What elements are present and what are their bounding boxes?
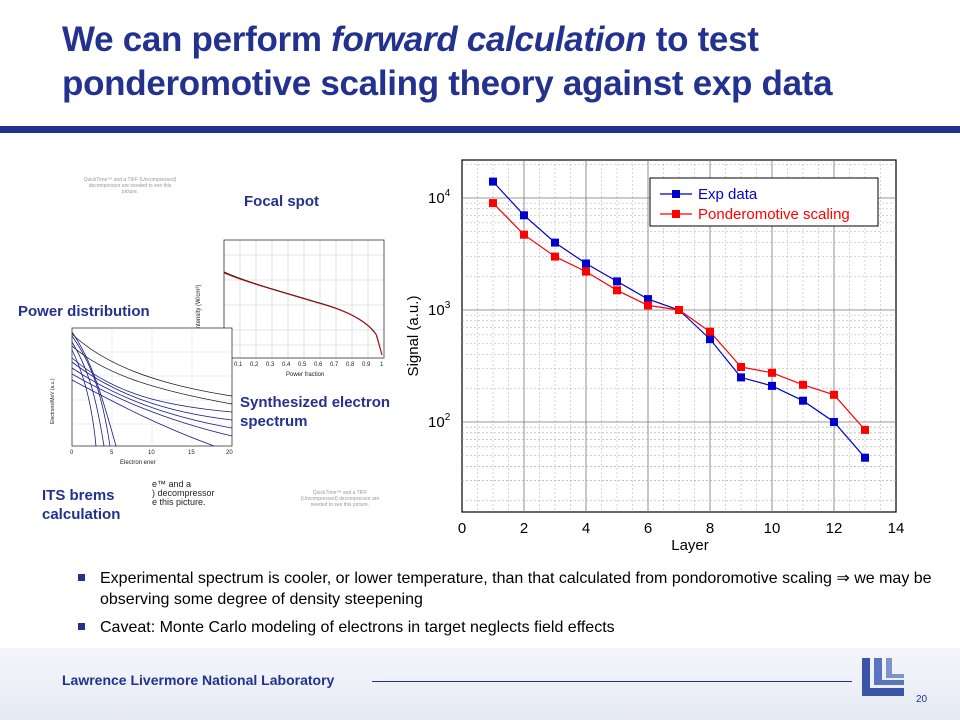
y-tick-label: 104 <box>428 188 451 207</box>
power-dist-black-curves <box>71 333 233 405</box>
bullet-marker <box>78 574 85 581</box>
x-tick-label: 6 <box>644 520 652 537</box>
y-axis-label: Signal (a.u.) <box>405 296 422 377</box>
label-its-brems: ITS brems calculation <box>42 487 121 523</box>
fs-tick-6: 0.6 <box>314 362 323 368</box>
x-tick-label: 14 <box>888 520 905 537</box>
data-point-exp <box>644 295 652 304</box>
page-number: 20 <box>916 694 928 705</box>
footer-band <box>0 648 960 720</box>
data-point-pond <box>582 267 590 276</box>
label-synthesized-spectrum: Synthesized electron spectrum <box>240 394 391 430</box>
llnl-logo-icon <box>862 658 904 696</box>
x-axis-label: Layer <box>671 537 709 554</box>
pd-tick-4: 20 <box>226 450 233 456</box>
fs-tick-8: 0.8 <box>346 362 355 368</box>
data-point-pond <box>830 390 838 399</box>
x-tick-label: 2 <box>520 520 528 537</box>
bullet-item-2: Caveat: Monte Carlo modeling of electron… <box>76 617 946 638</box>
data-point-pond <box>520 230 528 239</box>
x-tick-label: 10 <box>764 520 781 537</box>
fs-tick-2: 0.2 <box>250 362 259 368</box>
quicktime-placeholder-top: QuickTime™ and a TIFF (Uncompressed) dec… <box>83 177 177 195</box>
pd-tick-0: 0 <box>70 450 74 456</box>
focal-spot-curve-black <box>223 271 383 356</box>
label-power-distribution: Power distribution <box>18 303 150 320</box>
data-point-pond <box>799 380 807 389</box>
data-point-pond <box>489 199 497 208</box>
data-point-pond <box>768 368 776 377</box>
bullet-text-1: Experimental spectrum is cooler, or lowe… <box>100 570 932 608</box>
signal-vs-layer-chart: 104 103 102 0 2 4 6 8 10 12 14 Layer Signal (a.u.… <box>405 159 905 554</box>
title-rule <box>0 126 960 133</box>
data-point-pond <box>706 327 714 336</box>
data-point-pond <box>613 286 621 295</box>
quicktime-placeholder-bottom: QuickTime™ and a TIFF (Uncompressed) dec… <box>300 490 380 508</box>
footer-line <box>372 681 852 682</box>
data-point-pond <box>675 306 683 314</box>
pd-tick-3: 15 <box>188 450 195 456</box>
pd-tick-2: 10 <box>148 450 155 456</box>
data-point-exp <box>613 277 621 286</box>
data-point-exp <box>520 211 528 220</box>
x-tick-label: 8 <box>706 520 714 537</box>
focal-spot-x-ticks: 0 0.1 0.2 0.3 0.4 0.5 0.6 0.7 0.8 0.9 1 <box>221 362 384 368</box>
chart-legend: Exp data Ponderomotive scaling <box>649 177 879 227</box>
y-tick-label: 103 <box>428 300 451 319</box>
x-tick-label: 4 <box>582 520 590 537</box>
focal-spot-xlabel: Power fraction <box>286 372 324 378</box>
power-dist-curves <box>71 331 233 447</box>
y-tick-labels: 104 103 102 <box>428 188 451 431</box>
title-part-1: We can perform <box>62 20 332 59</box>
data-point-exp <box>861 453 869 462</box>
label-focal-spot: Focal spot <box>244 193 320 210</box>
legend-marker-pond <box>672 210 680 218</box>
fs-tick-5: 0.5 <box>298 362 307 368</box>
bullet-marker <box>78 623 85 630</box>
power-dist-ylabel: Electrons/MeV (a.u.) <box>50 378 56 424</box>
x-tick-labels: 0 2 4 6 8 10 12 14 <box>458 520 905 537</box>
fs-tick-9: 0.9 <box>362 362 371 368</box>
footer-lab-name: Lawrence Livermore National Laboratory <box>62 672 335 688</box>
pd-tick-1: 5 <box>110 450 114 456</box>
data-point-exp <box>830 418 838 426</box>
data-point-exp <box>706 335 714 344</box>
fs-tick-7: 0.7 <box>330 362 339 368</box>
fs-tick-10: 1 <box>380 362 384 368</box>
data-point-pond <box>737 363 745 371</box>
bullet-text-2: Caveat: Monte Carlo modeling of electron… <box>100 619 615 636</box>
data-point-pond <box>861 425 869 434</box>
power-distribution-plot: 0 5 10 15 20 Electron ener Electrons/MeV… <box>50 327 233 466</box>
x-tick-label: 0 <box>458 520 466 537</box>
title-part-2: to test ponderomotive scaling theory aga… <box>62 20 833 103</box>
data-point-exp <box>799 396 807 405</box>
fs-tick-3: 0.3 <box>266 362 275 368</box>
data-point-pond <box>644 301 652 310</box>
data-point-exp <box>551 238 559 247</box>
y-tick-label: 102 <box>428 412 451 431</box>
legend-marker-exp <box>672 190 680 198</box>
fs-tick-1: 0.1 <box>234 362 243 368</box>
focal-spot-curve-red <box>223 272 383 356</box>
data-point-exp <box>768 381 776 390</box>
quicktime-placeholder-cropped: e™ and a ) decompressor e this picture. <box>152 479 215 507</box>
data-point-exp <box>737 373 745 382</box>
data-point-exp <box>489 177 497 186</box>
data-point-exp <box>582 259 590 268</box>
slide-title: We can perform forward calculation to te… <box>62 18 942 106</box>
power-dist-xlabel: Electron ener <box>120 460 156 466</box>
chart-series <box>489 177 869 462</box>
power-dist-x-ticks: 0 5 10 15 20 <box>70 450 233 456</box>
chart-grid <box>462 160 896 512</box>
focal-spot-ylabel: Intensity (W/cm²) <box>196 285 202 330</box>
legend-label-pond: Ponderomotive scaling <box>698 206 850 223</box>
bullet-list: Experimental spectrum is cooler, or lowe… <box>76 568 946 645</box>
data-point-pond <box>551 252 559 261</box>
title-emphasis: forward calculation <box>331 20 647 59</box>
legend-label-exp: Exp data <box>698 186 758 203</box>
fs-tick-4: 0.4 <box>282 362 291 368</box>
bullet-item-1: Experimental spectrum is cooler, or lowe… <box>76 568 946 610</box>
x-tick-label: 12 <box>826 520 843 537</box>
focal-spot-grid <box>223 240 384 358</box>
